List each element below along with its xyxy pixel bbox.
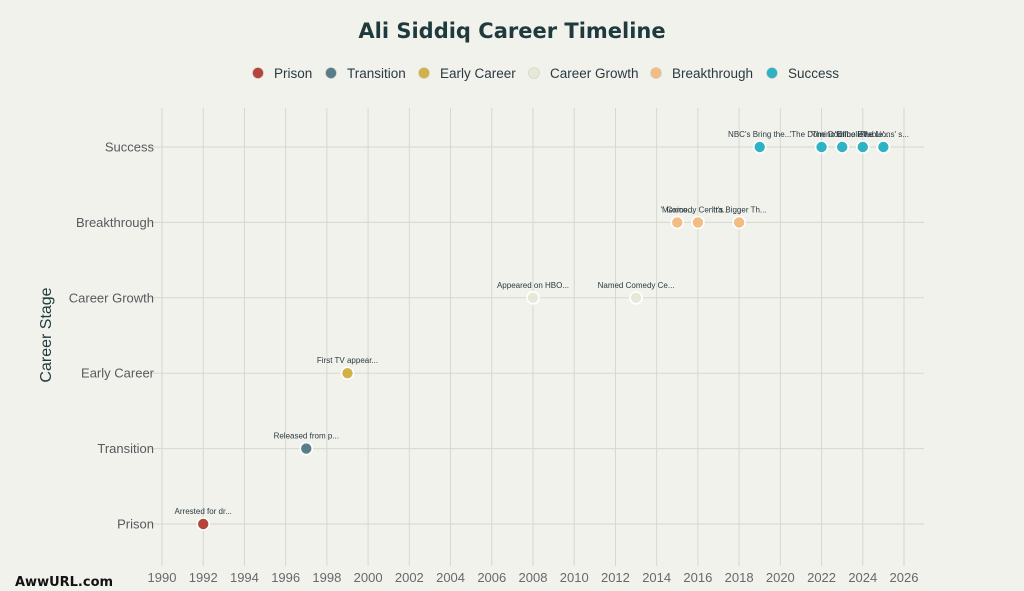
x-tick-label: 2022 (807, 570, 836, 585)
x-tick-label: 2016 (683, 570, 712, 585)
data-point (340, 366, 355, 381)
x-tick-label: 2020 (766, 570, 795, 585)
data-points: Arrested for dr... Released from p... Firs… (175, 130, 909, 531)
x-tick-label: 2004 (436, 570, 465, 585)
data-point-label: 'It's Bigger Th... (712, 205, 767, 214)
data-point-label: First TV appear... (317, 356, 378, 365)
x-tick-label: 2010 (560, 570, 589, 585)
data-point-label: Named Comedy Ce... (598, 281, 675, 290)
data-point-label: Arrested for dr... (175, 507, 232, 516)
legend-marker (325, 67, 337, 79)
data-point (835, 140, 849, 154)
y-category-label: Success (105, 140, 155, 155)
data-point (732, 215, 746, 230)
x-tick-label: 1994 (230, 570, 259, 585)
y-category-label: Early Career (81, 366, 155, 381)
data-point (752, 140, 767, 154)
legend-label: Early Career (440, 66, 516, 81)
legend-label: Breakthrough (672, 66, 753, 81)
data-point-label: Appeared on HBO... (497, 281, 569, 290)
data-point (670, 215, 685, 230)
x-tick-label: 2018 (725, 570, 754, 585)
data-point-label: Comedy Centra... (667, 205, 730, 214)
legend-marker (650, 67, 662, 79)
x-tick-label: 1992 (189, 570, 218, 585)
data-point-label: 'Unbelievable'... (835, 130, 891, 139)
data-point-label: 'The Domino Eff... (790, 130, 854, 139)
data-point-label: 'Mexico... (661, 205, 695, 214)
legend-marker (418, 67, 430, 79)
data-point (814, 140, 829, 154)
data-point (299, 441, 314, 456)
x-tick-label: 2006 (477, 570, 506, 585)
data-point-label: 'The Lions' s... (858, 130, 909, 139)
x-axis-ticks: 1990 1992 1994 1996 1998 2000 2002 2004 2006 2008… (148, 570, 919, 585)
x-tick-label: 1996 (271, 570, 300, 585)
data-point (196, 517, 211, 531)
x-tick-label: 2012 (601, 570, 630, 585)
legend-label: Transition (347, 66, 406, 81)
chart-title: Ali Siddiq Career Timeline (358, 19, 665, 43)
x-tick-label: 2000 (354, 570, 383, 585)
data-point-label: Released from p... (274, 432, 339, 441)
legend-label: Prison (274, 66, 312, 81)
legend-marker (528, 67, 540, 79)
legend-label: Success (788, 66, 839, 81)
legend-label: Career Growth (550, 66, 639, 81)
y-category-label: Prison (117, 517, 154, 532)
legend-marker (252, 67, 264, 79)
data-point (855, 140, 870, 154)
data-point (691, 215, 705, 230)
data-point-label: 'The Domino Eff... (810, 130, 874, 139)
data-point-label: NBC's Bring the... (728, 130, 791, 139)
watermark: AwwURL.com (15, 575, 114, 590)
data-point (526, 290, 540, 305)
x-tick-label: 2008 (519, 570, 548, 585)
x-tick-label: 2024 (848, 570, 877, 585)
plot-grid (150, 108, 924, 566)
y-category-label: Transition (97, 441, 154, 456)
y-axis-title: Career Stage (38, 287, 55, 382)
x-tick-label: 2002 (395, 570, 424, 585)
x-tick-label: 1990 (148, 570, 177, 585)
chart-legend: Prison Transition Early Career Career Growt… (252, 66, 839, 81)
data-point (876, 140, 891, 154)
y-axis-categories: Prison Transition Early Career Career Growt… (69, 140, 155, 532)
x-tick-label: 1998 (312, 570, 341, 585)
y-category-label: Career Growth (69, 290, 154, 305)
data-point (629, 290, 643, 305)
x-tick-label: 2026 (890, 570, 919, 585)
x-tick-label: 2014 (642, 570, 671, 585)
legend-marker (766, 67, 778, 79)
y-category-label: Breakthrough (76, 215, 154, 230)
